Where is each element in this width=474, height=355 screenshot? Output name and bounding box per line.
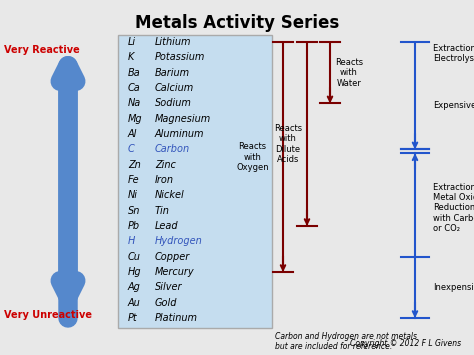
Text: Sodium: Sodium: [155, 98, 192, 108]
Text: Ag: Ag: [128, 282, 141, 292]
Text: Ni: Ni: [128, 190, 138, 200]
Text: Extraction by
Metal Oxide
Reduction
with Carbon
or CO₂: Extraction by Metal Oxide Reduction with…: [433, 183, 474, 233]
Text: Mercury: Mercury: [155, 267, 195, 277]
Text: Inexpensive: Inexpensive: [433, 283, 474, 292]
Text: Barium: Barium: [155, 68, 190, 78]
Text: Pt: Pt: [128, 313, 138, 323]
Text: Calcium: Calcium: [155, 83, 194, 93]
Text: Potassium: Potassium: [155, 52, 205, 62]
Text: Nickel: Nickel: [155, 190, 185, 200]
Text: H: H: [128, 236, 136, 246]
Text: Reacts
with
Oxygen: Reacts with Oxygen: [237, 142, 269, 172]
Text: Copper: Copper: [155, 252, 190, 262]
Text: Iron: Iron: [155, 175, 174, 185]
Text: Expensive: Expensive: [433, 101, 474, 110]
Text: Carbon: Carbon: [155, 144, 190, 154]
Text: Mg: Mg: [128, 114, 143, 124]
Text: Gold: Gold: [155, 297, 177, 308]
Text: Very Unreactive: Very Unreactive: [4, 310, 92, 320]
Text: Reacts
with
Water: Reacts with Water: [335, 58, 363, 88]
Text: Very Reactive: Very Reactive: [4, 45, 80, 55]
Text: Extraction by
Electrolysis: Extraction by Electrolysis: [433, 44, 474, 64]
Text: Sn: Sn: [128, 206, 140, 216]
Text: Hydrogen: Hydrogen: [155, 236, 203, 246]
Text: Ca: Ca: [128, 83, 141, 93]
Text: Silver: Silver: [155, 282, 182, 292]
Text: Reacts
with
Dilute
Acids: Reacts with Dilute Acids: [274, 124, 302, 164]
Text: Platinum: Platinum: [155, 313, 198, 323]
Text: Al: Al: [128, 129, 137, 139]
Text: Pb: Pb: [128, 221, 140, 231]
Text: Zn: Zn: [128, 160, 141, 170]
Text: Au: Au: [128, 297, 141, 308]
Text: Copyright © 2012 F L Givens: Copyright © 2012 F L Givens: [350, 339, 461, 348]
Text: Ba: Ba: [128, 68, 141, 78]
Text: Lead: Lead: [155, 221, 179, 231]
Text: Zinc: Zinc: [155, 160, 176, 170]
Text: Tin: Tin: [155, 206, 170, 216]
Text: Cu: Cu: [128, 252, 141, 262]
Text: Metals Activity Series: Metals Activity Series: [135, 14, 339, 32]
Text: Carbon and Hydrogen are not metals
but are included for reference.: Carbon and Hydrogen are not metals but a…: [275, 332, 417, 351]
Text: Fe: Fe: [128, 175, 140, 185]
Text: Na: Na: [128, 98, 141, 108]
Text: Aluminum: Aluminum: [155, 129, 204, 139]
Text: K: K: [128, 52, 134, 62]
Text: Li: Li: [128, 37, 136, 47]
Text: Magnesium: Magnesium: [155, 114, 211, 124]
Text: C: C: [128, 144, 135, 154]
FancyBboxPatch shape: [118, 35, 272, 328]
Text: Hg: Hg: [128, 267, 142, 277]
Text: Lithium: Lithium: [155, 37, 191, 47]
